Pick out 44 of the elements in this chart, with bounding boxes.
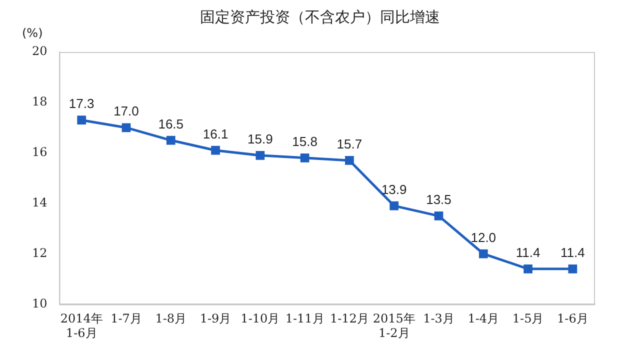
x-tick-label: 2014年 1-6月 (60, 312, 103, 340)
y-tick-label: 18 (32, 94, 48, 109)
x-tick-label: 1-9月 (200, 312, 232, 326)
x-tick-label: 1-12月 (330, 312, 369, 326)
data-label: 13.9 (381, 182, 407, 197)
x-tick-label: 1-7月 (110, 312, 142, 326)
point (77, 116, 86, 125)
data-label: 11.4 (516, 244, 540, 260)
point (256, 150, 265, 160)
y-tick-label: 16 (32, 145, 48, 160)
x-tick-label: 1-5月 (512, 312, 544, 326)
point (434, 212, 444, 220)
x-tick-label: 1-8月 (155, 312, 187, 326)
point (478, 249, 488, 258)
data-label: 15.8 (292, 134, 318, 149)
point (524, 264, 532, 274)
x-tick-label: 2015年 1-2月 (372, 312, 416, 340)
x-tick-label: 1-4月 (468, 312, 500, 326)
x-tick-label: 1-10月 (240, 312, 280, 326)
x-tick-label: 1-6月 (557, 312, 588, 326)
y-tick-label: 10 (32, 296, 48, 310)
point (166, 136, 176, 145)
point (568, 264, 578, 274)
data-label: 16.5 (158, 116, 184, 132)
data-label: 11.4 (560, 244, 585, 260)
y-tick-label: 20 (32, 44, 48, 58)
point (390, 201, 399, 210)
x-tick-label: 1-11月 (285, 312, 324, 326)
point (345, 156, 354, 165)
y-axis-title: (%) (22, 26, 43, 40)
point (300, 153, 310, 162)
data-label: 17.3 (68, 96, 94, 112)
data-label: 12.0 (470, 230, 496, 245)
point (211, 146, 220, 155)
x-tick-label: 1-3月 (423, 312, 454, 326)
data-label: 13.5 (426, 192, 452, 208)
y-tick-label: 14 (32, 195, 48, 210)
data-label: 17.0 (114, 104, 139, 119)
y-tick-label: 12 (32, 246, 48, 260)
data-label: 15.9 (248, 131, 273, 146)
point (122, 123, 131, 132)
chart-title: 固定资产投资（不含农户）同比增速 (199, 8, 441, 27)
data-label: 16.1 (202, 126, 228, 142)
data-label: 15.7 (336, 136, 362, 152)
